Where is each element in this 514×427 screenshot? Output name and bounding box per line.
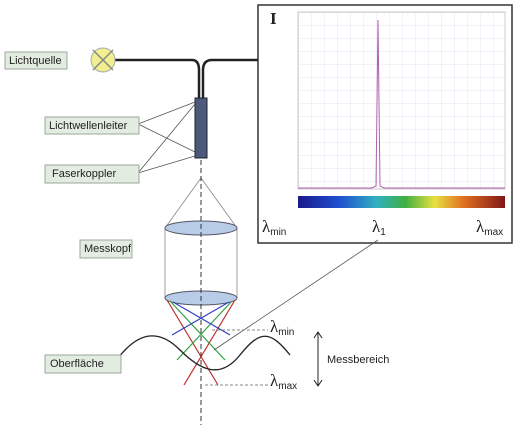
labels: Lichtquelle Lichtwellenleiter Faserkoppl…: [4, 51, 389, 392]
range-lambda-max: λmax: [270, 371, 297, 392]
axis-label: I: [270, 9, 277, 28]
label-head: Messkopf: [84, 243, 132, 255]
lambda-min: λmin: [262, 217, 286, 238]
optics: [90, 47, 379, 425]
range-lambda-min: λmin: [270, 317, 294, 338]
label-surface: Oberfläche: [50, 358, 104, 370]
label-coupler: Faserkoppler: [52, 168, 117, 180]
label-fiber: Lichtwellenleiter: [49, 120, 128, 132]
plot: I λmin λ1 λmax: [257, 4, 513, 244]
lambda-1: λ1: [372, 217, 386, 238]
label-light-source: Lichtquelle: [9, 55, 62, 67]
lambda-max: λmax: [476, 217, 503, 238]
label-range: Messbereich: [327, 354, 389, 366]
